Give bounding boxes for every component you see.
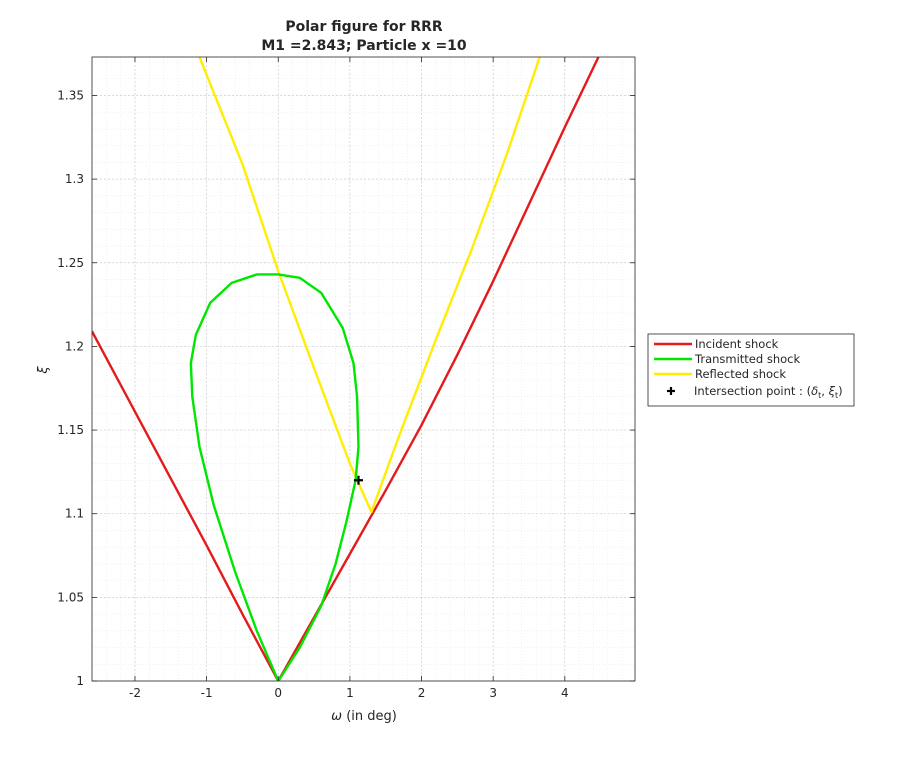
- x-axis-label: ω (in deg): [331, 709, 397, 724]
- chart-subtitle: M1 =2.843; Particle x =10: [261, 38, 467, 54]
- y-tick-label: 1.15: [57, 423, 84, 437]
- legend: Incident shock Transmitted shock Reflect…: [648, 334, 854, 406]
- y-tick-label: 1.35: [57, 88, 84, 102]
- x-tick-label: 1: [346, 686, 354, 700]
- y-axis-label: ξ: [36, 366, 51, 375]
- x-tick-label: -2: [129, 686, 141, 700]
- x-tick-label: 4: [561, 686, 569, 700]
- y-tick-label: 1.3: [65, 172, 84, 186]
- legend-label-intersection: Intersection point : (δt, ξt): [694, 384, 843, 400]
- chart-title: Polar figure for RRR: [285, 19, 443, 35]
- y-tick-label: 1.1: [65, 507, 84, 521]
- y-tick-label: 1.05: [57, 590, 84, 604]
- legend-label-reflected: Reflected shock: [695, 367, 786, 381]
- y-tick-label: 1.25: [57, 256, 84, 270]
- y-tick-label: 1.2: [65, 339, 84, 353]
- x-tick-label: 0: [274, 686, 282, 700]
- x-tick-label: -1: [201, 686, 213, 700]
- legend-label-incident: Incident shock: [695, 337, 779, 351]
- legend-label-transmitted: Transmitted shock: [694, 352, 800, 366]
- y-tick-label: 1: [76, 674, 84, 688]
- x-tick-label: 2: [418, 686, 426, 700]
- x-tick-label: 3: [489, 686, 497, 700]
